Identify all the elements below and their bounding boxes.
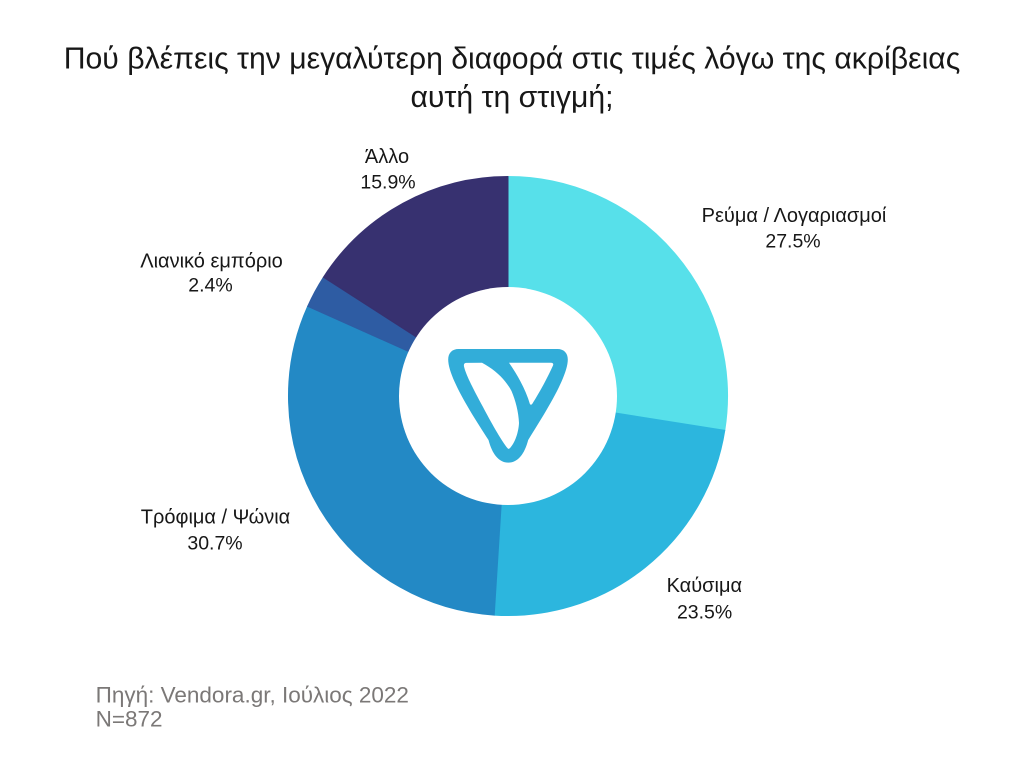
svg-text:Ρεύμα / Λογαριασμοί: Ρεύμα / Λογαριασμοί (702, 205, 887, 227)
svg-text:23.5%: 23.5% (677, 601, 732, 623)
svg-text:Πού βλέπεις την μεγαλύτερη δια: Πού βλέπεις την μεγαλύτερη διαφορά στις … (64, 43, 961, 76)
svg-text:30.7%: 30.7% (187, 532, 242, 554)
svg-text:27.5%: 27.5% (765, 231, 820, 253)
svg-text:Καύσιμα: Καύσιμα (667, 575, 742, 597)
svg-text:15.9%: 15.9% (360, 171, 415, 193)
svg-text:Λιανικό εμπόριο: Λιανικό εμπόριο (140, 251, 283, 273)
svg-text:Τρόφιμα / Ψώνια: Τρόφιμα / Ψώνια (141, 507, 290, 529)
svg-text:Άλλο: Άλλο (365, 146, 409, 168)
svg-text:αυτή τη στιγμή;: αυτή τη στιγμή; (410, 81, 613, 114)
svg-text:Πηγή: Vendora.gr, Ιούλιος 2022: Πηγή: Vendora.gr, Ιούλιος 2022 (96, 683, 409, 708)
svg-text:N=872: N=872 (96, 706, 163, 731)
svg-text:2.4%: 2.4% (188, 274, 232, 296)
